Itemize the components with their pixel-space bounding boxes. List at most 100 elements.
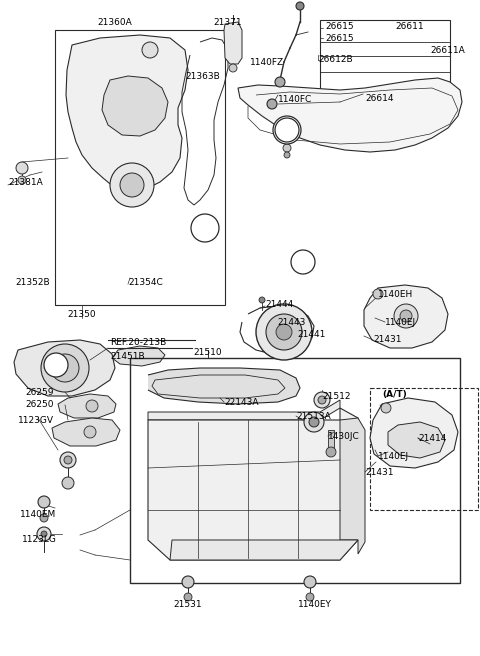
- Circle shape: [84, 426, 96, 438]
- Text: 1123LG: 1123LG: [22, 535, 57, 544]
- Text: 21431: 21431: [365, 468, 394, 477]
- Circle shape: [62, 477, 74, 489]
- Polygon shape: [224, 22, 242, 64]
- Circle shape: [394, 304, 418, 328]
- Circle shape: [38, 496, 50, 508]
- Circle shape: [142, 42, 158, 58]
- Text: A: A: [284, 125, 290, 134]
- Text: A: A: [300, 258, 306, 266]
- Text: 22143A: 22143A: [224, 398, 259, 407]
- Bar: [370, 388, 478, 510]
- Text: 26612B: 26612B: [318, 55, 353, 64]
- Circle shape: [182, 576, 194, 588]
- Polygon shape: [170, 540, 358, 560]
- Polygon shape: [58, 394, 116, 418]
- Circle shape: [296, 2, 304, 10]
- Polygon shape: [148, 368, 300, 404]
- Text: REF.20-213B: REF.20-213B: [110, 338, 166, 347]
- Polygon shape: [148, 400, 340, 420]
- Circle shape: [41, 344, 89, 392]
- Text: B: B: [53, 361, 59, 369]
- Circle shape: [284, 152, 290, 158]
- Text: 21531: 21531: [174, 600, 202, 609]
- Text: B: B: [202, 224, 208, 232]
- Text: 21444: 21444: [265, 300, 293, 309]
- Text: 26611A: 26611A: [430, 46, 465, 55]
- Circle shape: [184, 593, 192, 601]
- Circle shape: [266, 314, 302, 350]
- Circle shape: [191, 214, 219, 242]
- Text: 1140EJ: 1140EJ: [385, 318, 416, 327]
- Circle shape: [18, 176, 26, 184]
- Circle shape: [51, 354, 79, 382]
- Text: 1140EY: 1140EY: [298, 600, 332, 609]
- Circle shape: [229, 64, 237, 72]
- Text: 26259: 26259: [25, 388, 53, 397]
- Text: 1140FC: 1140FC: [278, 95, 312, 104]
- Circle shape: [44, 353, 68, 377]
- Polygon shape: [102, 76, 168, 136]
- Circle shape: [381, 403, 391, 413]
- Circle shape: [86, 400, 98, 412]
- Circle shape: [309, 417, 319, 427]
- Text: 21510: 21510: [194, 348, 222, 357]
- Polygon shape: [370, 398, 458, 468]
- Circle shape: [326, 447, 336, 457]
- Circle shape: [64, 456, 72, 464]
- Text: A: A: [284, 125, 290, 134]
- Text: 26614: 26614: [365, 94, 394, 103]
- Circle shape: [275, 77, 285, 87]
- Circle shape: [259, 297, 265, 303]
- Circle shape: [120, 173, 144, 197]
- Text: 1140FZ: 1140FZ: [250, 58, 284, 67]
- Text: 21354C: 21354C: [128, 278, 163, 287]
- Circle shape: [60, 452, 76, 468]
- Polygon shape: [14, 340, 115, 396]
- Text: 26615: 26615: [325, 22, 354, 31]
- Circle shape: [41, 531, 47, 537]
- Circle shape: [306, 593, 314, 601]
- Circle shape: [400, 310, 412, 322]
- Circle shape: [291, 250, 315, 274]
- Text: 21513A: 21513A: [296, 412, 331, 421]
- Circle shape: [373, 289, 383, 299]
- Polygon shape: [52, 418, 120, 446]
- Text: 21414: 21414: [418, 434, 446, 443]
- Polygon shape: [66, 35, 188, 192]
- Text: 21371: 21371: [214, 18, 242, 27]
- Bar: [130, 358, 460, 583]
- Circle shape: [275, 118, 299, 142]
- Polygon shape: [238, 78, 462, 152]
- Text: 1430JC: 1430JC: [328, 432, 360, 441]
- Circle shape: [267, 99, 277, 109]
- Text: 21512: 21512: [322, 392, 350, 401]
- Text: 21360A: 21360A: [97, 18, 132, 27]
- Text: 1140EH: 1140EH: [378, 290, 413, 299]
- Polygon shape: [388, 422, 445, 458]
- Circle shape: [40, 514, 48, 522]
- Bar: [320, 20, 450, 110]
- Bar: [328, 430, 334, 452]
- Circle shape: [276, 324, 292, 340]
- Text: 26615: 26615: [325, 34, 354, 43]
- Circle shape: [283, 144, 291, 152]
- Text: 21441: 21441: [297, 330, 325, 339]
- Text: 21363B: 21363B: [185, 72, 220, 81]
- Text: 21431: 21431: [373, 335, 401, 344]
- Text: 21451B: 21451B: [110, 352, 144, 361]
- Text: 21352B: 21352B: [15, 278, 49, 287]
- Circle shape: [304, 576, 316, 588]
- Polygon shape: [340, 418, 365, 554]
- Text: 21350: 21350: [68, 310, 96, 319]
- Circle shape: [304, 412, 324, 432]
- Circle shape: [256, 304, 312, 360]
- Polygon shape: [148, 408, 358, 560]
- Text: 21443: 21443: [277, 318, 305, 327]
- Circle shape: [273, 116, 301, 144]
- Text: 26611: 26611: [395, 22, 424, 31]
- Polygon shape: [364, 285, 448, 348]
- Circle shape: [110, 163, 154, 207]
- Text: 1140EJ: 1140EJ: [378, 452, 409, 461]
- Text: 1140EM: 1140EM: [20, 510, 56, 519]
- Text: 26250: 26250: [25, 400, 53, 409]
